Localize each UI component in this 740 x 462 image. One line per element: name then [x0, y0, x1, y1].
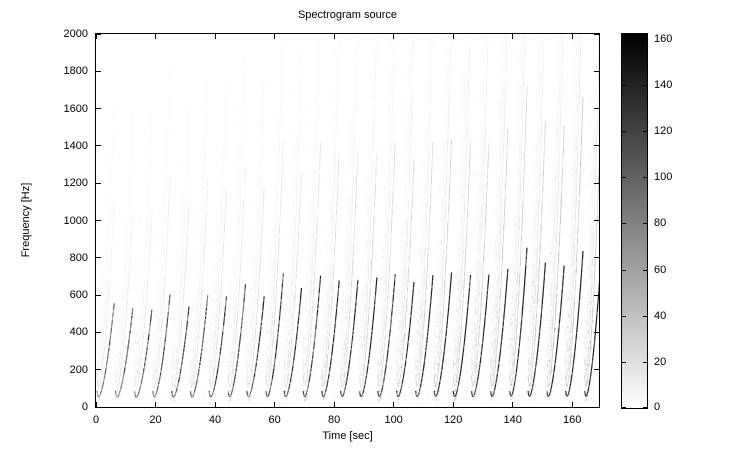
- y-tick-label: 1400: [63, 139, 88, 152]
- colorbar-tick-mark-right: [643, 407, 647, 408]
- y-tick-label: 200: [69, 363, 88, 376]
- y-tick-mark: [96, 294, 101, 296]
- x-tick-label: 40: [208, 414, 222, 426]
- y-tick-label: 400: [69, 326, 88, 339]
- colorbar-tick-mark: [622, 407, 626, 408]
- x-axis-label: Time [sec]: [322, 430, 373, 442]
- colorbar-tick-label: 160: [654, 32, 673, 45]
- x-tick-mark: [333, 402, 335, 407]
- y-tick-mark: [96, 369, 101, 371]
- x-tick-mark-top: [274, 34, 276, 39]
- x-tick-mark-top: [452, 34, 454, 39]
- y-tick-label: 1600: [63, 102, 88, 115]
- y-tick-mark-right: [594, 220, 599, 221]
- x-tick-mark-top: [333, 34, 335, 39]
- y-tick-mark-right: [594, 108, 599, 110]
- colorbar-gradient: [622, 34, 647, 408]
- colorbar-tick-mark-right: [643, 177, 647, 179]
- y-tick-mark-right: [594, 406, 599, 408]
- x-tick-mark: [214, 402, 216, 407]
- y-tick-mark: [96, 182, 101, 184]
- y-tick-mark-right: [594, 294, 599, 296]
- chart-title: Spectrogram source: [297, 9, 398, 21]
- plot-area: [95, 33, 600, 408]
- x-tick-mark: [393, 402, 395, 407]
- colorbar-tick-label: 80: [654, 217, 667, 230]
- y-tick-mark-right: [594, 257, 599, 259]
- colorbar-tick-mark: [622, 315, 626, 317]
- colorbar-tick-label: 0: [654, 401, 661, 413]
- colorbar-tick-mark: [622, 177, 626, 179]
- colorbar-tick-label: 120: [654, 125, 673, 137]
- y-tick-label: 600: [69, 289, 88, 302]
- x-tick-mark-top: [214, 34, 216, 39]
- x-tick-label: 60: [268, 414, 281, 426]
- colorbar-tick-mark: [622, 38, 626, 40]
- colorbar-tick-mark: [622, 361, 626, 363]
- y-tick-mark-right: [594, 33, 599, 35]
- colorbar-tick-mark-right: [643, 38, 647, 40]
- x-tick-label: 120: [443, 414, 463, 426]
- x-tick-mark-top: [95, 34, 97, 39]
- x-tick-mark-top: [512, 34, 514, 39]
- colorbar-tick-mark-right: [643, 84, 647, 86]
- x-tick-label: 140: [503, 414, 522, 426]
- x-tick-label: 160: [563, 414, 582, 426]
- colorbar: [621, 33, 648, 409]
- y-tick-mark-right: [594, 145, 599, 147]
- y-tick-label: 0: [81, 401, 88, 413]
- colorbar-tick-mark: [622, 269, 626, 271]
- y-tick-mark-right: [594, 70, 599, 72]
- colorbar-tick-mark: [622, 84, 626, 86]
- x-tick-mark: [571, 402, 573, 407]
- colorbar-tick-mark-right: [643, 131, 647, 132]
- colorbar-tick-label: 140: [654, 78, 673, 91]
- colorbar-tick-mark: [622, 223, 626, 225]
- y-tick-label: 1200: [63, 177, 88, 190]
- x-tick-mark: [95, 402, 97, 407]
- x-tick-mark-top: [393, 34, 395, 39]
- y-tick-mark: [96, 108, 101, 110]
- y-tick-mark: [96, 331, 101, 333]
- colorbar-tick-label: 60: [654, 263, 667, 276]
- x-tick-label: 0: [92, 414, 100, 426]
- colorbar-tick-mark-right: [643, 223, 647, 225]
- y-tick-mark-right: [594, 331, 599, 333]
- x-tick-mark: [512, 402, 514, 407]
- spectrogram-canvas: [96, 34, 599, 407]
- y-tick-mark: [96, 145, 101, 147]
- y-tick-mark: [96, 406, 101, 408]
- y-tick-mark: [96, 33, 101, 35]
- y-tick-label: 1800: [63, 65, 88, 78]
- colorbar-tick-mark-right: [643, 361, 647, 363]
- y-tick-label: 1000: [63, 214, 88, 227]
- y-tick-label: 800: [69, 251, 88, 264]
- colorbar-tick-label: 40: [654, 309, 667, 322]
- colorbar-tick-mark-right: [643, 269, 647, 271]
- x-tick-mark: [274, 402, 276, 407]
- x-tick-mark-top: [155, 34, 156, 39]
- colorbar-tick-mark: [622, 131, 626, 132]
- x-tick-mark: [155, 402, 156, 407]
- y-tick-mark: [96, 70, 101, 72]
- y-tick-mark: [96, 220, 101, 221]
- x-tick-label: 80: [327, 414, 341, 426]
- colorbar-tick-mark-right: [643, 315, 647, 317]
- y-axis-label: Frequency [Hz]: [20, 182, 32, 258]
- y-tick-mark-right: [594, 369, 599, 371]
- y-tick-mark: [96, 257, 101, 259]
- x-tick-mark-top: [571, 34, 573, 39]
- y-tick-mark-right: [594, 182, 599, 184]
- colorbar-tick-label: 20: [654, 355, 667, 368]
- x-tick-label: 100: [384, 414, 403, 426]
- y-tick-label: 2000: [63, 28, 88, 40]
- x-tick-mark: [452, 402, 454, 407]
- x-tick-label: 20: [149, 414, 162, 426]
- colorbar-tick-label: 100: [654, 171, 673, 184]
